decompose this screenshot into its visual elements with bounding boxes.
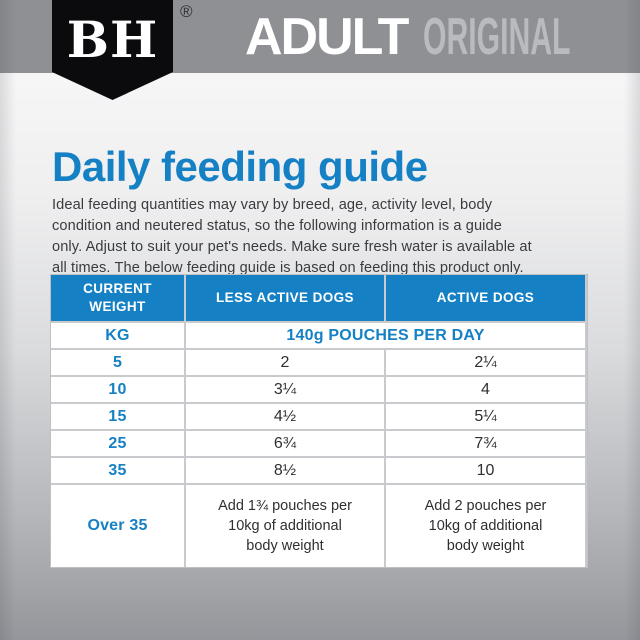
table-row-weight: 10 <box>51 377 184 402</box>
brand-logo-shield: BH <box>52 0 173 100</box>
brand-logo-text: BH <box>66 10 159 69</box>
table-row-less-active-value: 6¾ <box>186 431 384 456</box>
table-row-active-value: 10 <box>386 458 585 483</box>
product-variant-name: ORIGINAL <box>423 7 571 66</box>
feeding-guide-table: CURRENT WEIGHT LESS ACTIVE DOGS ACTIVE D… <box>51 275 587 567</box>
table-row-less-active-value: 8½ <box>186 458 384 483</box>
pouches-per-day-label: 140g POUCHES PER DAY <box>186 323 585 348</box>
registered-trademark-icon: ® <box>180 2 193 21</box>
unit-label-kg: KG <box>51 323 184 348</box>
feeding-guide-intro: Ideal feeding quantities may vary by bre… <box>52 196 532 276</box>
table-row-less-active-value: Add 1¾ pouches per 10kg of additional bo… <box>186 485 384 567</box>
table-row-weight: 25 <box>51 431 184 456</box>
product-line-banner: ADULT ORIGINAL <box>245 0 570 73</box>
table-row-less-active-value: 2 <box>186 350 384 375</box>
table-row-active-value: 5¼ <box>386 404 585 429</box>
table-row-less-active-value: 3¼ <box>186 377 384 402</box>
table-row-active-value: Add 2 pouches per 10kg of additional bod… <box>386 485 585 567</box>
product-line-name: ADULT <box>245 7 409 66</box>
table-row-weight: Over 35 <box>51 485 184 567</box>
table-row-weight: 35 <box>51 458 184 483</box>
table-row-active-value: 7¾ <box>386 431 585 456</box>
table-row-less-active-value: 4½ <box>186 404 384 429</box>
column-header-active-dogs: ACTIVE DOGS <box>386 275 585 321</box>
column-header-less-active-dogs: LESS ACTIVE DOGS <box>186 275 384 321</box>
table-row-weight: 5 <box>51 350 184 375</box>
page-title: Daily feeding guide <box>52 143 428 191</box>
column-header-current-weight: CURRENT WEIGHT <box>51 275 184 321</box>
table-row-weight: 15 <box>51 404 184 429</box>
table-row-active-value: 2¼ <box>386 350 585 375</box>
table-row-active-value: 4 <box>386 377 585 402</box>
